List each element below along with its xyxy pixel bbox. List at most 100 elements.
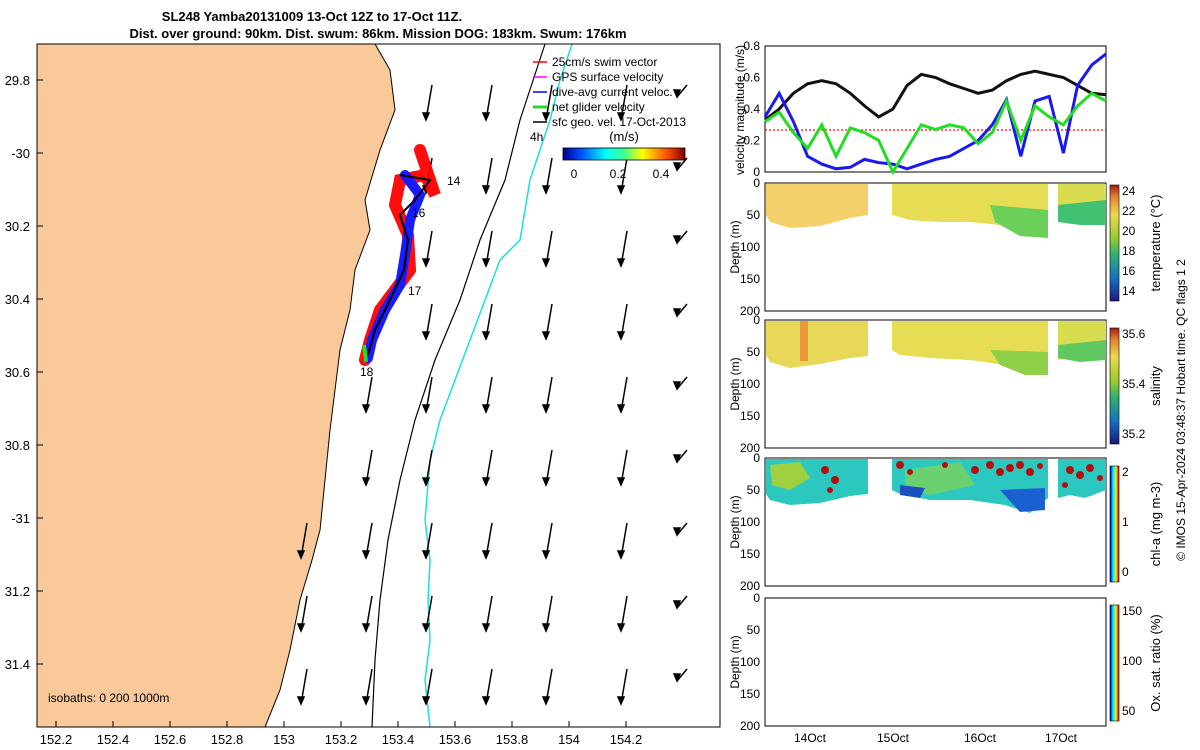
velocity-arrow <box>672 84 688 99</box>
map-legend: 25cm/s swim vector GPS surface velocity … <box>533 55 686 129</box>
isobath-1000m <box>371 43 546 728</box>
velocity-arrow <box>672 449 688 464</box>
colorbar-unit: (m/s) <box>609 129 639 144</box>
velocity-arrow <box>672 668 688 683</box>
depth-ylabel: Depth (m) <box>728 635 742 688</box>
velocity-arrow <box>481 303 493 341</box>
velocity-arrow <box>616 84 628 122</box>
velocity-arrow <box>296 668 308 706</box>
speed-colorbar <box>562 147 686 161</box>
velocity-arrow <box>672 595 688 610</box>
colorbar-tick-label: 2 <box>1122 465 1129 479</box>
temperature-field <box>990 205 1048 238</box>
depth-tick-label: 100 <box>740 655 760 669</box>
map-frame <box>36 43 721 728</box>
day-label-14: 14 <box>447 174 461 188</box>
velocity-series-line <box>764 91 1107 176</box>
depth-tick-label: 0 <box>753 451 760 465</box>
depth-tick-label: 150 <box>740 547 760 561</box>
velocity-arrow <box>481 84 493 122</box>
colorbar-tick: 0 <box>571 167 578 181</box>
velocity-series-line <box>763 52 1107 171</box>
colorbar-tick-label: 16 <box>1122 264 1136 278</box>
map-y-tick-label: 30.4 <box>5 292 30 307</box>
chla-low-patch <box>1000 488 1045 512</box>
x-tick-17oct: 17Oct <box>1045 731 1078 745</box>
velocity-arrow <box>481 230 493 268</box>
velocity-arrow <box>296 522 308 560</box>
map-title-line2: Dist. over ground: 90km. Dist. swum: 86k… <box>129 26 626 41</box>
map-x-tick-label: 153 <box>273 732 295 747</box>
colorbar-tick-label: 35.2 <box>1122 427 1146 441</box>
velocity-y-tick-label: 0.4 <box>743 102 760 116</box>
colorbar-tick-label: 22 <box>1122 204 1136 218</box>
depth-tick-label: 0 <box>753 176 760 190</box>
colorbar-tick-label: 0 <box>1122 565 1129 579</box>
map-y-ticks: 29.8 -30 30.2 30.4 30.6 30.8 -31 31.2 31.4 <box>5 73 43 672</box>
map-x-tick-label: 153.8 <box>496 732 529 747</box>
velocity-y-tick-label: 0.8 <box>743 39 760 53</box>
depth-tick-label: 200 <box>740 719 760 733</box>
velocity-arrow <box>616 230 628 268</box>
depth-tick-label: 50 <box>747 623 761 637</box>
day-label-4h: 4h <box>530 130 543 144</box>
map-x-tick-label: 154 <box>558 732 580 747</box>
panel-frame <box>764 597 1107 727</box>
map-x-tick-label: 153.6 <box>439 732 472 747</box>
chla-patch <box>905 462 975 495</box>
velocity-arrow <box>672 303 688 318</box>
temperature-field <box>1058 200 1106 225</box>
velocity-y-tick-label: 0.2 <box>743 134 760 148</box>
velocity-arrow <box>616 449 628 487</box>
velocity-arrow <box>541 303 553 341</box>
coastline-land <box>36 43 396 728</box>
velocity-arrow <box>481 157 493 195</box>
legend-current: dive-avg current veloc. <box>552 85 673 99</box>
depth-ylabel: Depth (m) <box>728 495 742 548</box>
velocity-arrow <box>616 157 628 195</box>
colorbar-tick-label: 20 <box>1122 224 1136 238</box>
velocity-panel <box>764 45 1107 173</box>
velocity-arrow <box>421 230 433 268</box>
depth-ylabel: Depth (m) <box>728 357 742 410</box>
depth-tick-label: 0 <box>753 313 760 327</box>
map-y-tick-label: 31.4 <box>5 657 30 672</box>
map-y-tick-label: -31 <box>11 511 30 526</box>
chla-patch <box>770 462 810 490</box>
legend-gps: GPS surface velocity <box>552 70 663 84</box>
velocity-arrow <box>541 376 553 414</box>
chla-high-points <box>821 461 1103 493</box>
velocity-arrow <box>361 376 373 414</box>
velocity-arrow <box>541 230 553 268</box>
depth-tick-label: 100 <box>740 515 760 529</box>
velocity-arrow <box>421 668 433 706</box>
map-x-tick-label: 153.4 <box>382 732 415 747</box>
map-x-tick-label: 152.2 <box>40 732 73 747</box>
colorbar-tick-label: 1 <box>1122 515 1129 529</box>
colorbar-tick-label: 150 <box>1122 604 1142 618</box>
velocity-arrow <box>421 522 433 560</box>
day-label-17: 17 <box>408 284 422 298</box>
salinity-field <box>766 321 868 368</box>
depth-tick-label: 200 <box>740 441 760 455</box>
oxygen-section <box>764 597 1120 727</box>
map-x-tick-label: 152.8 <box>211 732 244 747</box>
map-title-line1: SL248 Yamba20131009 13-Oct 12Z to 17-Oct… <box>162 9 462 24</box>
depth-tick-label: 150 <box>740 409 760 423</box>
colorbar-tick-label: 35.4 <box>1122 377 1146 391</box>
salinity-field <box>990 350 1048 375</box>
salinity-colorbar <box>1109 327 1120 445</box>
map-y-tick-label: 30.8 <box>5 438 30 453</box>
glider-track <box>359 144 441 366</box>
colorbar-tick-label: 35.6 <box>1122 327 1146 341</box>
day-label-18: 18 <box>360 365 374 379</box>
colorbar-tick: 0.2 <box>610 167 627 181</box>
colorbar-tick: 0.4 <box>653 167 670 181</box>
velocity-arrow <box>361 449 373 487</box>
velocity-arrow <box>421 449 433 487</box>
velocity-arrow <box>616 668 628 706</box>
depth-tick-label: 150 <box>740 272 760 286</box>
velocity-arrow <box>481 668 493 706</box>
map-y-tick-label: 29.8 <box>5 73 30 88</box>
legend-swim: 25cm/s swim vector <box>552 55 657 69</box>
